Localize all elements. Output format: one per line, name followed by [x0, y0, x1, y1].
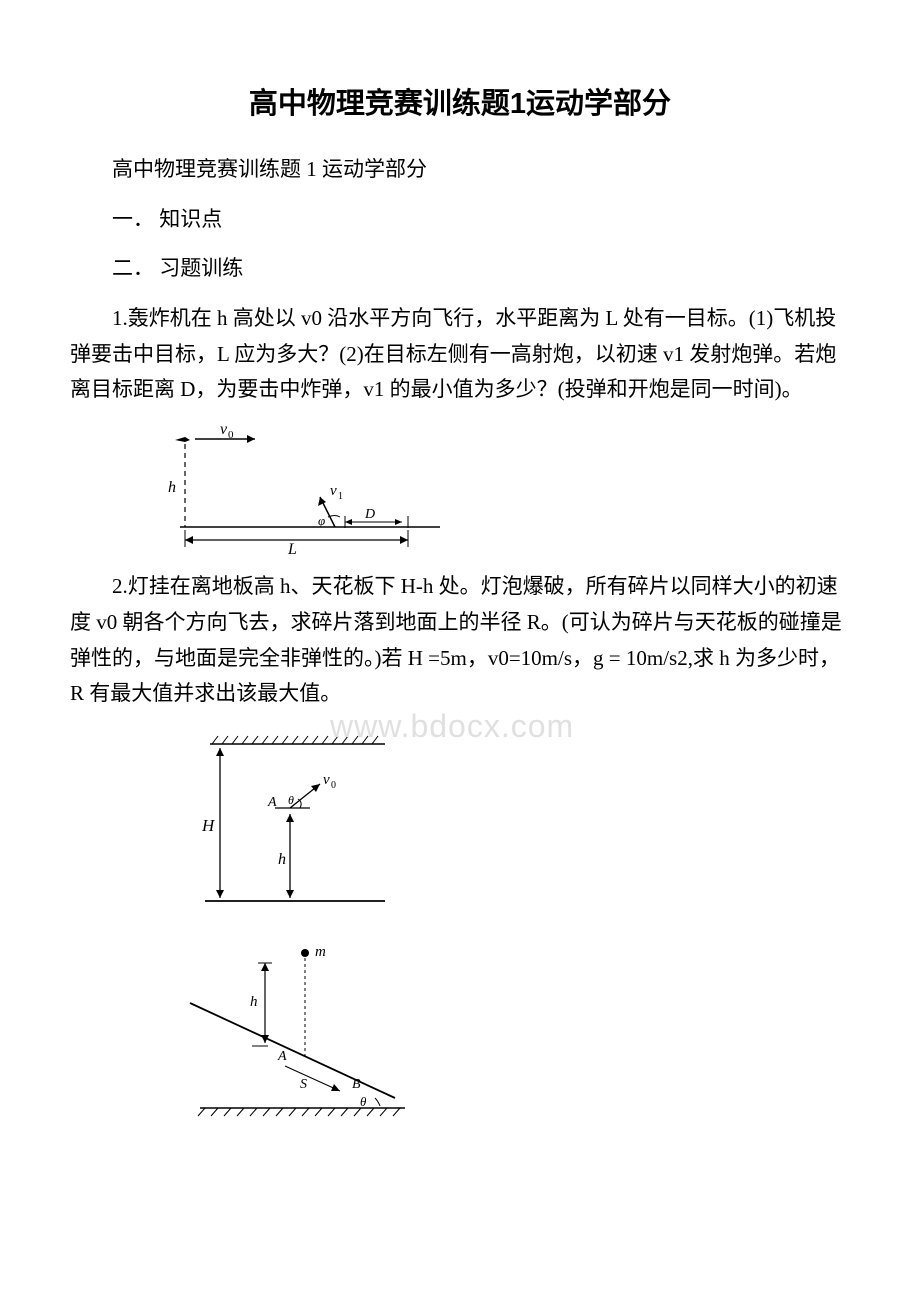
svg-text:D: D — [364, 507, 375, 522]
svg-text:h: h — [278, 851, 286, 868]
problem-2-text: 2.灯挂在离地板高 h、天花板下 H-h 处。灯泡爆破，所有碎片以同样大小的初速… — [70, 569, 850, 712]
svg-text:v: v — [323, 772, 330, 788]
svg-text:θ: θ — [360, 1094, 367, 1109]
svg-text:0: 0 — [228, 429, 234, 441]
section-1: 一． 知识点 — [70, 202, 850, 238]
svg-text:v: v — [220, 422, 228, 438]
watermark-text: www.bdocx.com — [330, 708, 574, 745]
section-2: 二． 习题训练 — [70, 251, 850, 287]
svg-text:S: S — [300, 1077, 307, 1092]
svg-text:v: v — [330, 483, 337, 499]
svg-text:m: m — [315, 944, 326, 960]
svg-text:A: A — [277, 1049, 287, 1064]
svg-text:φ: φ — [318, 513, 325, 528]
svg-text:1: 1 — [338, 491, 343, 502]
svg-text:0: 0 — [331, 780, 336, 791]
problem-1-text: 1.轰炸机在 h 高处以 v0 沿水平方向飞行，水平距离为 L 处有一目标。(1… — [70, 301, 850, 408]
diagram-2: H h A θ v 0 — [160, 726, 850, 926]
svg-text:h: h — [168, 479, 176, 496]
svg-text:B: B — [352, 1077, 361, 1092]
svg-text:H: H — [201, 816, 216, 835]
svg-text:A: A — [267, 795, 277, 810]
svg-text:h: h — [250, 994, 258, 1010]
diagram-1: v 0 h L v 1 φ D — [160, 422, 850, 557]
svg-text:L: L — [287, 541, 297, 557]
svg-text:θ: θ — [288, 793, 294, 807]
subtitle-text: 高中物理竞赛训练题 1 运动学部分 — [70, 152, 850, 188]
page-title: 高中物理竞赛训练题1运动学部分 — [70, 80, 850, 122]
diagram-3: m h — [160, 938, 850, 1128]
